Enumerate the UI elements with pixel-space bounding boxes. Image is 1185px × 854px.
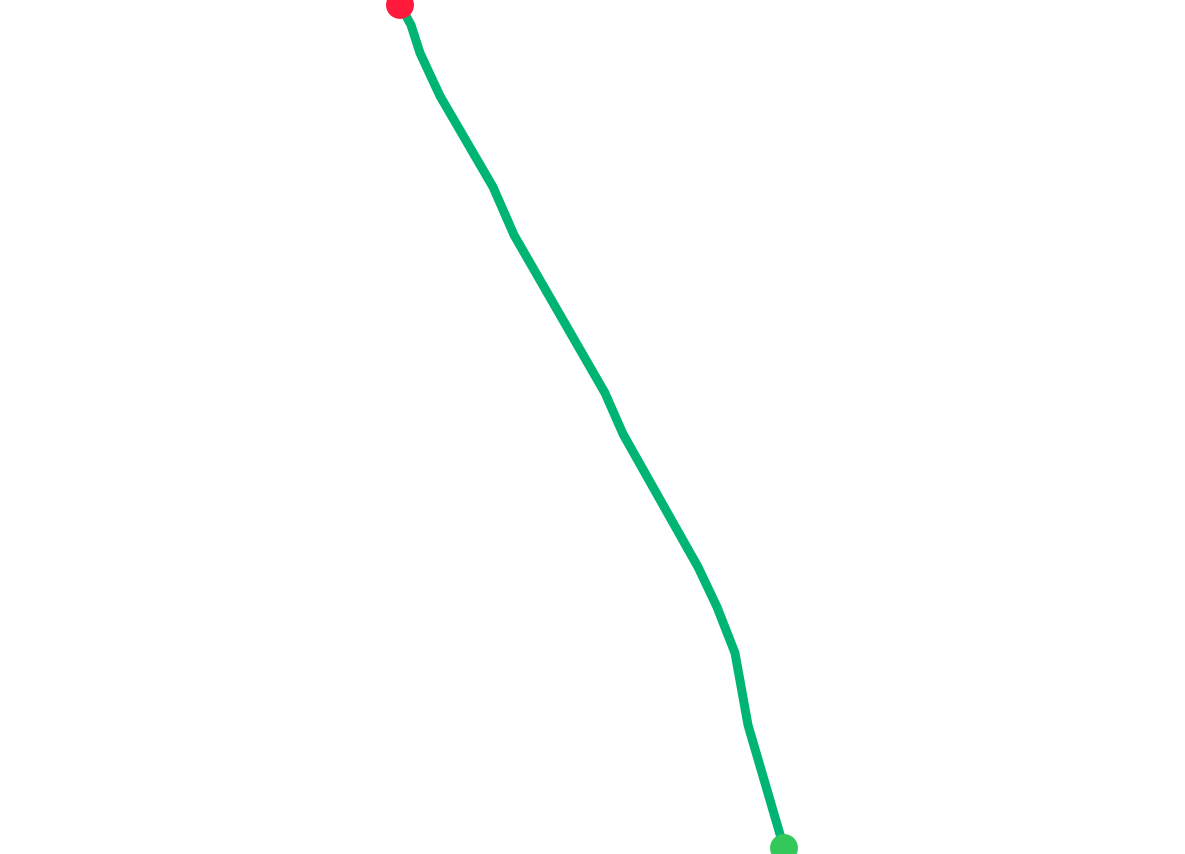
- end-marker-icon[interactable]: [770, 834, 798, 854]
- route-line: [395, 0, 789, 853]
- start-marker-icon[interactable]: [386, 0, 414, 19]
